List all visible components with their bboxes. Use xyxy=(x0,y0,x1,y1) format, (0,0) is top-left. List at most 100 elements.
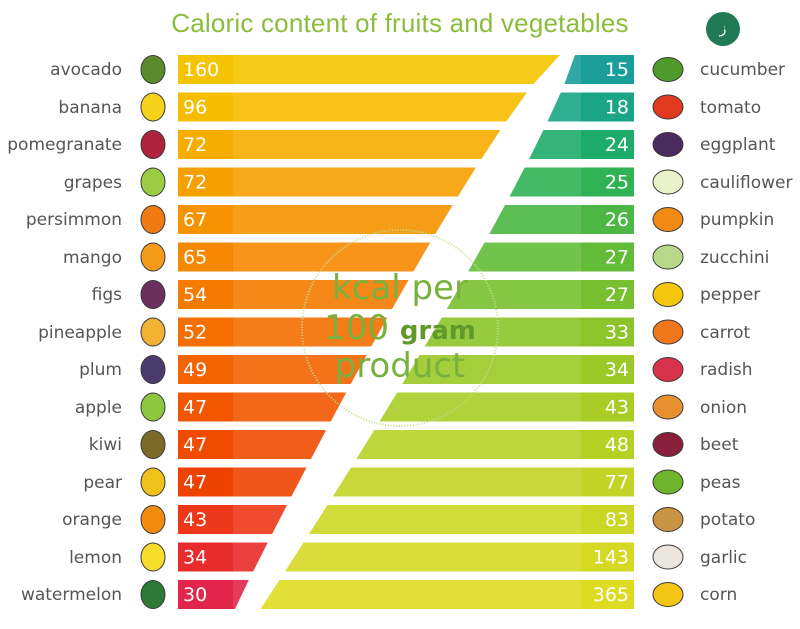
fruit-label: avocado xyxy=(50,60,122,80)
beet-icon xyxy=(652,432,684,457)
fruit-label: watermelon xyxy=(20,585,122,605)
vegetable-label: cauliflower xyxy=(700,172,793,193)
grapes-icon xyxy=(140,167,166,197)
vegetable-value-label: 24 xyxy=(605,134,629,156)
pear-icon xyxy=(140,467,166,497)
brand-logo: ز xyxy=(706,12,740,46)
unit-number: 100 xyxy=(324,308,389,348)
vegetable-bar xyxy=(581,467,634,497)
vegetable-bar-tail xyxy=(284,542,581,572)
fruit-bar-tail xyxy=(233,505,288,534)
fruit-value-label: 72 xyxy=(183,172,207,194)
vegetable-label: carrot xyxy=(700,322,751,343)
vegetable-bar xyxy=(581,92,634,122)
vegetable-value-label: 143 xyxy=(593,547,629,569)
fruit-label: pomegranate xyxy=(7,135,122,155)
fruit-bar-tail xyxy=(233,130,501,159)
vegetable-bar-tail xyxy=(529,130,581,159)
vegetable-label: pepper xyxy=(700,285,761,305)
vegetable-label: garlic xyxy=(700,547,747,568)
fruit-bars: 160 96 72 72 67 65 54 52 49 47 47 47 43 34 30 xyxy=(178,55,560,609)
vegetable-bar-tail xyxy=(332,467,581,497)
cauliflower-icon xyxy=(652,169,684,195)
vegetable-bar xyxy=(581,130,634,159)
banana-icon xyxy=(140,92,166,122)
vegetable-label: peas xyxy=(700,472,741,493)
pomegranate-icon xyxy=(140,130,166,159)
fruit-label: grapes xyxy=(63,172,122,193)
kiwi-icon xyxy=(140,430,166,459)
pineapple-icon xyxy=(140,317,166,347)
pumpkin-icon xyxy=(652,207,684,232)
fruit-bar xyxy=(178,505,233,534)
fruit-label: persimmon xyxy=(25,210,122,230)
vegetable-value-label: 18 xyxy=(605,97,629,119)
fruit-bar-tail xyxy=(233,392,347,422)
vegetable-bar xyxy=(581,430,634,459)
vegetable-bar xyxy=(581,317,634,347)
vegetable-bar-tail xyxy=(379,392,581,422)
fruit-bar xyxy=(178,55,233,84)
fruit-bar xyxy=(178,317,233,347)
fruit-value-label: 67 xyxy=(183,209,207,231)
vegetable-bar xyxy=(581,205,634,234)
vegetable-label: cucumber xyxy=(700,60,786,80)
vegetable-label: tomato xyxy=(700,97,762,118)
vegetable-value-label: 48 xyxy=(605,434,629,456)
fruit-bar-tail xyxy=(233,92,527,122)
fruit-bar xyxy=(178,130,233,159)
fruit-value-label: 47 xyxy=(183,397,207,419)
fruit-label: orange xyxy=(62,510,122,530)
onion-icon xyxy=(652,394,684,420)
vegetable-bars: 15 18 24 25 26 27 27 33 34 43 48 77 83 143 365 xyxy=(260,55,634,609)
vegetable-value-label: 83 xyxy=(605,509,629,531)
fruit-bar-tail xyxy=(233,580,249,609)
fruit-value-label: 43 xyxy=(183,509,207,531)
unit-word: gram xyxy=(399,316,476,346)
apple-icon xyxy=(140,392,166,422)
fruit-label: lemon xyxy=(69,547,122,568)
vegetable-bar-tail xyxy=(446,280,581,309)
fruit-value-label: 72 xyxy=(183,134,207,156)
unit-line-1: kcal per xyxy=(332,268,468,308)
fruit-bar xyxy=(178,355,233,384)
unit-line-2: 100 gram xyxy=(320,308,480,348)
vegetable-value-label: 34 xyxy=(605,359,629,381)
fig-icon xyxy=(140,280,166,309)
produce-icons xyxy=(140,55,684,609)
corn-icon xyxy=(652,582,684,607)
vegetable-value-label: 25 xyxy=(605,172,629,194)
fruit-value-label: 160 xyxy=(183,59,219,81)
fruit-bar xyxy=(178,467,233,497)
cucumber-icon xyxy=(652,57,684,82)
fruit-bar-tail xyxy=(233,355,367,384)
vegetable-bar-tail xyxy=(402,355,581,384)
vegetable-bar-tail xyxy=(564,55,581,84)
fruit-bar xyxy=(178,430,233,459)
vegetable-label: zucchini xyxy=(700,247,770,268)
fruit-label: figs xyxy=(91,285,122,305)
radish-icon xyxy=(652,357,684,382)
unit-circle xyxy=(301,229,499,427)
fruit-value-label: 96 xyxy=(183,97,207,119)
fruit-label: banana xyxy=(58,97,122,118)
vegetable-bar xyxy=(581,355,634,384)
eggplant-icon xyxy=(652,132,684,157)
vegetable-bar xyxy=(581,242,634,272)
vegetable-bar xyxy=(581,505,634,534)
fruit-bar-tail xyxy=(233,55,560,84)
vegetable-label: pumpkin xyxy=(700,210,775,230)
fruit-bar-tail xyxy=(233,242,431,272)
avocado-icon xyxy=(140,55,166,84)
vegetable-bar-tail xyxy=(547,92,581,122)
unit-line-3: product xyxy=(334,346,466,386)
fruit-bar xyxy=(178,205,233,234)
fruit-value-label: 65 xyxy=(183,247,207,269)
vegetable-value-label: 365 xyxy=(593,584,629,606)
fruit-label: mango xyxy=(63,247,122,268)
fruit-label: pear xyxy=(83,472,122,493)
vegetable-bar-tail xyxy=(489,205,581,234)
fruit-bar-tail xyxy=(233,317,388,347)
vegetable-bar-tail xyxy=(356,430,581,459)
